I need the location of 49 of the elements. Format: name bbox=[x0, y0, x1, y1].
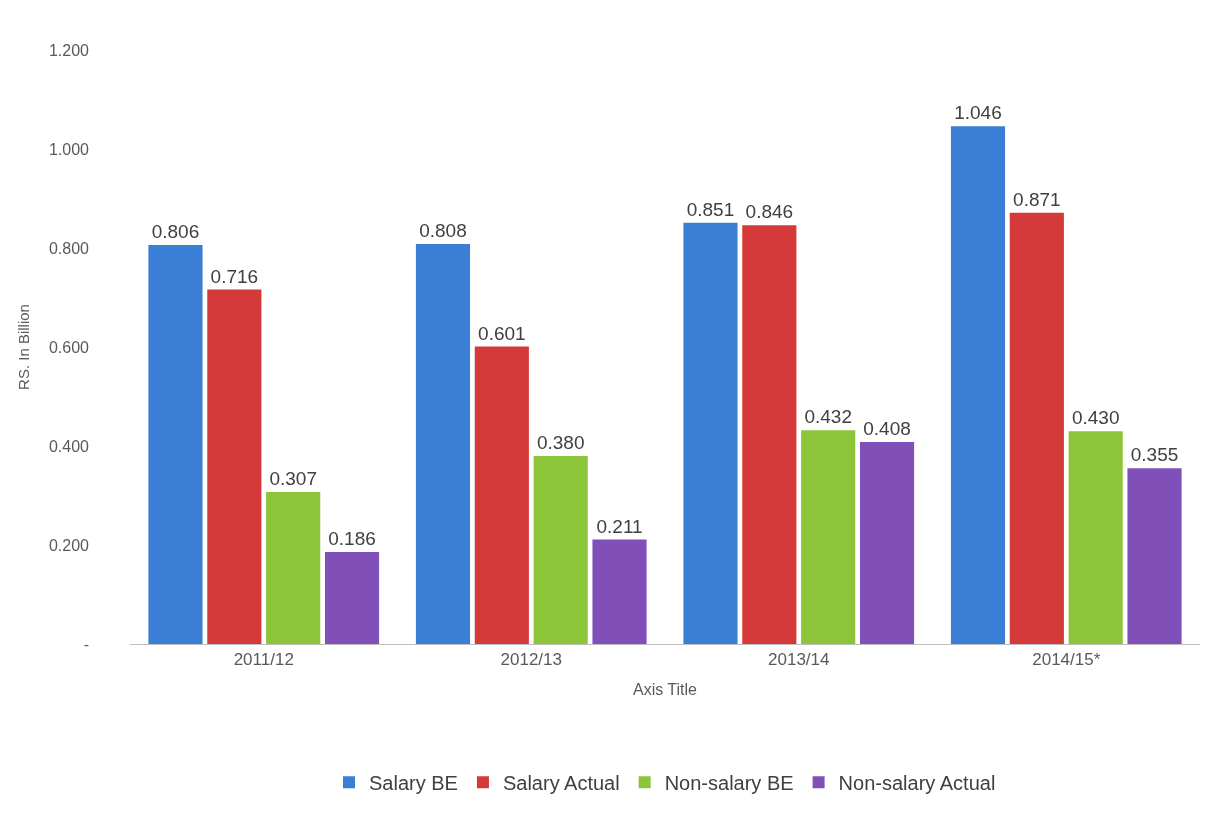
bar bbox=[148, 245, 203, 644]
bar bbox=[533, 455, 588, 644]
data-label: 0.307 bbox=[269, 468, 317, 490]
data-label: 0.211 bbox=[596, 515, 643, 537]
y-tick-label: - bbox=[83, 635, 89, 653]
x-axis-title: Axis Title bbox=[632, 681, 698, 699]
data-label: 0.408 bbox=[863, 418, 911, 440]
data-label: 0.430 bbox=[1071, 407, 1120, 429]
y-tick-label: 1.000 bbox=[48, 140, 90, 158]
data-label: 0.716 bbox=[210, 265, 259, 287]
y-tick-label: 0.200 bbox=[48, 536, 90, 554]
data-label: 0.871 bbox=[1013, 188, 1061, 210]
data-label: 0.355 bbox=[1130, 444, 1179, 466]
y-axis-title: RS. In Billion bbox=[15, 304, 33, 390]
bar bbox=[1068, 431, 1123, 644]
data-label: 0.806 bbox=[151, 221, 200, 243]
bar bbox=[801, 430, 856, 644]
legend-label: Salary Actual bbox=[502, 772, 620, 795]
bar bbox=[207, 289, 262, 644]
y-tick-label: 0.800 bbox=[48, 239, 90, 257]
y-tick-label: 1.200 bbox=[48, 41, 90, 59]
x-tick-label: 2011/12 bbox=[233, 650, 294, 670]
x-tick-label: 2012/13 bbox=[500, 650, 562, 670]
data-label: 0.601 bbox=[478, 322, 526, 344]
bar bbox=[1127, 468, 1182, 644]
bar bbox=[742, 225, 797, 644]
bar bbox=[1009, 212, 1064, 644]
bar bbox=[592, 539, 647, 644]
y-tick-label: 0.400 bbox=[48, 437, 90, 455]
bar bbox=[859, 442, 915, 644]
bar bbox=[266, 492, 321, 644]
bar bbox=[950, 126, 1006, 644]
legend-label: Non-salary Actual bbox=[838, 772, 996, 795]
legend-label: Salary BE bbox=[369, 772, 458, 795]
data-label: 0.380 bbox=[536, 431, 585, 453]
x-tick-label: 2014/15* bbox=[1032, 650, 1101, 670]
data-label: 0.432 bbox=[804, 406, 852, 428]
bar bbox=[324, 551, 380, 644]
y-tick-label: 0.600 bbox=[48, 338, 90, 356]
bar bbox=[683, 222, 738, 644]
x-tick-label: 2013/14 bbox=[768, 650, 830, 670]
data-label: 0.808 bbox=[419, 220, 467, 242]
data-label: 0.851 bbox=[686, 198, 735, 220]
data-label: 0.846 bbox=[745, 201, 794, 223]
bar bbox=[415, 244, 471, 644]
legend-label: Non-salary BE bbox=[664, 772, 794, 795]
bar bbox=[474, 346, 529, 644]
data-label: 1.046 bbox=[954, 102, 1002, 124]
data-label: 0.186 bbox=[328, 527, 376, 549]
